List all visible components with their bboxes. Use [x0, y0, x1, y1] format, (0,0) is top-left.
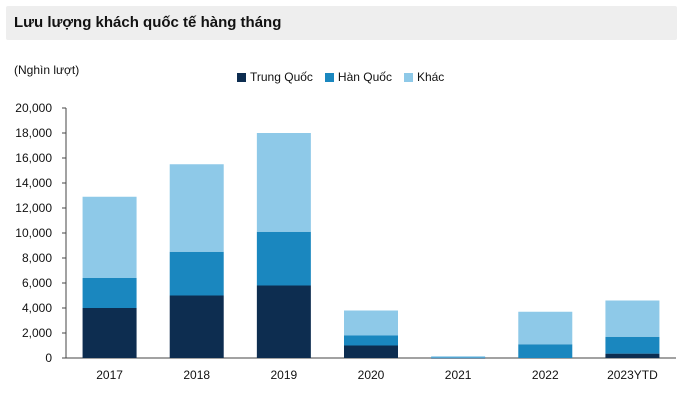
y-tick-label: 6,000 [22, 276, 52, 290]
x-tick-label: 2022 [532, 368, 559, 382]
y-tick-label: 18,000 [15, 126, 52, 140]
title-bar: Lưu lượng khách quốc tế hàng tháng [6, 6, 677, 40]
legend: Trung Quốc Hàn Quốc Khác [237, 70, 456, 84]
x-tick-label: 2023YTD [607, 368, 658, 382]
x-tick-label: 2020 [358, 368, 385, 382]
legend-item-trung-quoc: Trung Quốc [237, 70, 313, 84]
bar-segment [82, 196, 137, 278]
bar-segment [82, 308, 137, 358]
legend-label-trung-quoc: Trung Quốc [250, 70, 313, 84]
bar-segment [82, 278, 137, 308]
y-tick-label: 0 [45, 351, 52, 365]
bar-segment [344, 345, 398, 358]
y-tick-label: 4,000 [22, 301, 52, 315]
bar-segment [605, 353, 660, 358]
y-tick-label: 14,000 [15, 176, 52, 190]
y-axis-unit-label: (Nghìn lượt) [14, 63, 80, 77]
y-tick-label: 2,000 [22, 326, 52, 340]
bar-segment [431, 357, 486, 359]
bar-segment [256, 231, 311, 286]
legend-label-han-quoc: Hàn Quốc [337, 70, 392, 84]
y-tick-label: 16,000 [15, 151, 52, 165]
x-tick-label: 2017 [96, 368, 123, 382]
bar-segment [344, 335, 398, 346]
bar-segment [431, 356, 486, 358]
bar-segment [169, 164, 224, 252]
x-tick-label: 2021 [445, 368, 472, 382]
legend-item-han-quoc: Hàn Quốc [324, 70, 392, 84]
bar-segment [169, 251, 224, 296]
y-tick-label: 20,000 [15, 101, 52, 115]
y-tick-label: 10,000 [15, 226, 52, 240]
legend-item-khac: Khác [403, 70, 445, 84]
y-tick-label: 8,000 [22, 251, 52, 265]
legend-label-khac: Khác [416, 70, 445, 84]
legend-swatch-trung-quoc [237, 72, 246, 82]
chart-title: Lưu lượng khách quốc tế hàng tháng [14, 14, 282, 31]
bar-segment [605, 300, 660, 337]
legend-swatch-khac [403, 72, 413, 82]
bar-segment [518, 311, 573, 345]
x-tick-label: 2018 [183, 368, 210, 382]
x-tick-label: 2019 [271, 368, 298, 382]
bar-segment [344, 310, 398, 336]
bar-segment [518, 344, 573, 358]
y-tick-label: 12,000 [15, 201, 52, 215]
legend-swatch-han-quoc [324, 72, 334, 82]
bar-segment [605, 336, 660, 354]
bar-segment [256, 285, 311, 358]
bar-segment [431, 357, 486, 359]
bar-segment [169, 295, 224, 358]
bar-segment [256, 133, 311, 232]
